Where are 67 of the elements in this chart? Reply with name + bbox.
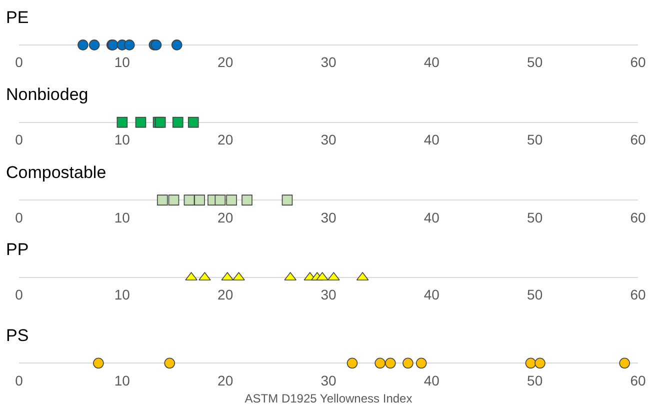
x-tick-label: 60	[630, 372, 646, 388]
point	[385, 358, 396, 369]
point	[619, 358, 630, 369]
x-tick-label: 50	[527, 132, 543, 148]
point	[157, 194, 168, 206]
x-tick-label: 40	[424, 54, 440, 70]
x-tick-label: 10	[114, 132, 130, 148]
x-tick-label: 0	[15, 286, 24, 303]
point	[135, 116, 146, 128]
point	[282, 194, 293, 206]
x-tick-label: 50	[527, 372, 543, 388]
x-tick-label: 40	[424, 132, 440, 148]
x-tick-label: 20	[218, 54, 234, 70]
point	[416, 358, 427, 369]
x-tick-label: 10	[114, 209, 130, 226]
y-tick-label: PS	[6, 326, 29, 345]
y-tick-label: Compostable	[6, 163, 106, 182]
point	[194, 194, 205, 206]
point	[116, 116, 128, 128]
x-tick-label: 50	[527, 286, 543, 303]
point	[184, 194, 195, 206]
x-tick-label: 10	[114, 286, 130, 303]
y-tick-label: Nonbiodeg	[6, 85, 88, 104]
x-tick-label: 40	[424, 286, 440, 303]
x-tick-label: 60	[630, 209, 646, 226]
x-tick-label: 50	[527, 209, 543, 226]
point	[402, 358, 414, 369]
x-tick-label: 0	[15, 372, 24, 388]
point	[168, 194, 180, 206]
y-tick-label: PE	[6, 8, 29, 27]
point	[226, 194, 237, 206]
y-tick-label: PP	[6, 240, 29, 259]
point	[525, 358, 536, 369]
point	[93, 358, 104, 369]
point	[124, 40, 135, 50]
x-axis-title: ASTM D1925 Yellowness Index	[244, 391, 412, 406]
x-tick-label: 30	[320, 132, 336, 148]
point	[534, 358, 546, 369]
point	[188, 116, 199, 128]
point	[171, 40, 182, 50]
x-tick-label: 60	[630, 132, 646, 148]
x-tick-label: 0	[15, 209, 24, 226]
x-tick-label: 50	[527, 54, 543, 70]
x-tick-label: 10	[114, 54, 130, 70]
x-tick-label: 0	[15, 132, 24, 148]
x-tick-label: 20	[218, 286, 234, 303]
x-tick-label: 40	[424, 209, 440, 226]
x-tick-label: 30	[320, 54, 336, 70]
point	[346, 358, 358, 369]
point	[242, 194, 252, 206]
point	[88, 40, 100, 50]
x-tick-label: 60	[630, 54, 646, 70]
x-tick-label: 10	[114, 372, 130, 388]
x-tick-label: 30	[320, 286, 336, 303]
x-tick-label: 20	[218, 132, 234, 148]
point	[374, 358, 386, 369]
x-tick-label: 20	[218, 372, 234, 388]
point	[214, 194, 226, 206]
point	[172, 116, 184, 128]
x-tick-label: 60	[630, 286, 646, 303]
x-tick-label: 30	[320, 209, 336, 226]
x-tick-label: 0	[15, 54, 24, 70]
x-tick-label: 20	[218, 209, 234, 226]
x-tick-label: 40	[424, 372, 440, 388]
x-tick-label: 30	[320, 372, 336, 388]
point	[78, 40, 88, 50]
point	[164, 358, 176, 369]
